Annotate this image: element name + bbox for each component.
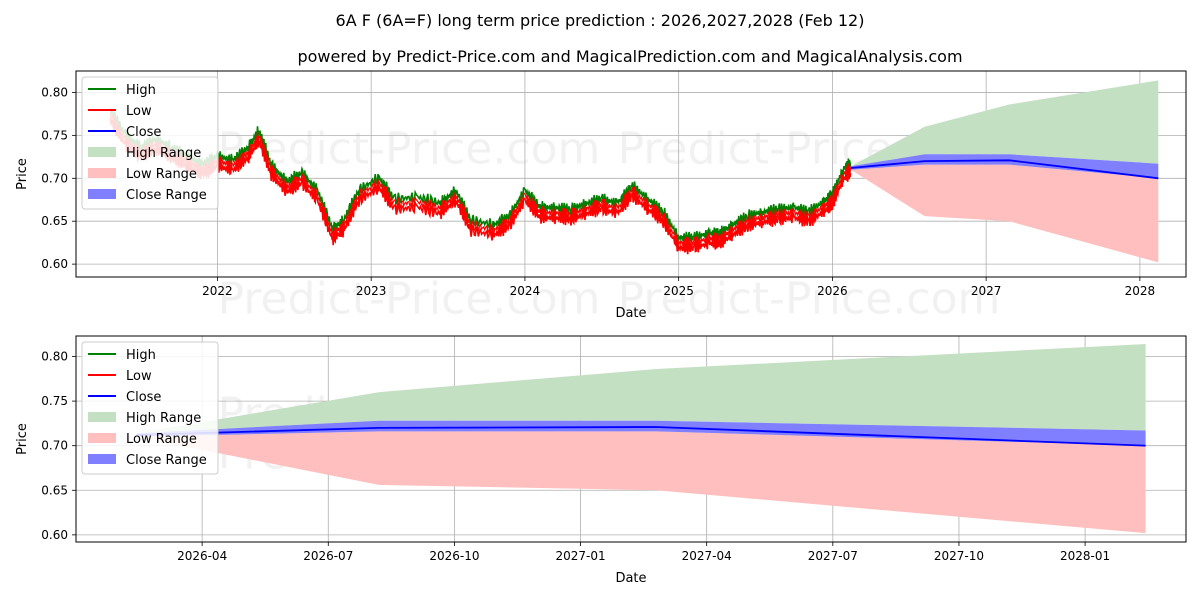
legend-swatch-patch — [88, 189, 116, 199]
x-tick-label: 2027-04 — [682, 549, 732, 563]
chart-subtitle: powered by Predict-Price.com and Magical… — [297, 47, 962, 66]
legend: High Low Close High Range Low Range Close Ran… — [81, 341, 219, 475]
legend-entry-label: Close Range — [126, 188, 207, 203]
plot-frame — [75, 70, 1187, 278]
x-tick-label: 2022 — [202, 284, 233, 298]
y-tick-label: 0.80 — [41, 350, 68, 364]
legend-entry-label: High Range — [126, 411, 201, 426]
legend-entry-label: Low — [126, 369, 152, 384]
high-range-band — [850, 80, 1159, 167]
x-axis-label: Date — [615, 571, 646, 586]
plot-area — [136, 344, 1146, 534]
legend-entry-label: High Range — [126, 146, 201, 161]
close-range-band — [136, 420, 1146, 446]
legend-entry-label: Close — [126, 390, 161, 405]
x-tick-label: 2026-07 — [303, 549, 353, 563]
legend-swatch-patch — [88, 412, 116, 422]
legend-entry-label: Low Range — [126, 167, 197, 182]
close-forecast-line — [850, 159, 1159, 180]
y-tick-label: 0.60 — [41, 257, 68, 271]
y-tick-label: 0.65 — [41, 214, 68, 228]
y-tick-label: 0.70 — [41, 439, 68, 453]
x-tick-label: 2023 — [356, 284, 387, 298]
y-tick-label: 0.75 — [41, 128, 68, 142]
x-tick-label: 2027 — [971, 284, 1002, 298]
y-tick-label: 0.80 — [41, 85, 68, 99]
legend-entry-label: Low — [126, 104, 152, 119]
chart-title: 6A F (6A=F) long term price prediction :… — [336, 11, 865, 30]
x-tick-label: 2026-10 — [429, 549, 479, 563]
low-series-line — [109, 113, 852, 250]
x-tick-label: 2025 — [663, 284, 694, 298]
overview-panel: Predict-Price.com Predict-Price.com Predic… — [15, 70, 1187, 325]
legend-entry-label: High — [126, 83, 156, 98]
legend-swatch-patch — [88, 168, 116, 178]
y-tick-label: 0.65 — [41, 483, 68, 497]
legend-entry-label: Close — [126, 125, 161, 140]
watermark: Predict-Price.com — [218, 274, 601, 325]
legend-swatch-patch — [88, 454, 116, 464]
zoom-panel: Predict-Price.comPredict-Price.comPredic… — [15, 335, 1187, 586]
y-tick-label: 0.70 — [41, 171, 68, 185]
y-axis-label: Price — [15, 158, 30, 190]
legend-entry-label: High — [126, 348, 156, 363]
x-axis-label: Date — [615, 306, 646, 321]
y-axis-label: Price — [15, 423, 30, 455]
x-tick-label: 2027-10 — [934, 549, 984, 563]
x-tick-label: 2027-01 — [555, 549, 605, 563]
high-range-band — [136, 344, 1146, 434]
x-tick-label: 2024 — [510, 284, 541, 298]
legend-entry-label: Low Range — [126, 432, 197, 447]
legend-swatch-patch — [88, 147, 116, 157]
x-tick-label: 2026 — [817, 284, 848, 298]
legend-swatch-patch — [88, 433, 116, 443]
low-range-band — [136, 431, 1146, 534]
watermark: Predict-Price.com — [218, 124, 601, 175]
legend-entry-label: Close Range — [126, 453, 207, 468]
x-tick-label: 2028-01 — [1060, 549, 1110, 563]
plot-area — [109, 80, 1159, 263]
x-tick-label: 2027-07 — [808, 549, 858, 563]
legend: High Low Close High Range Low Range Close Ran… — [81, 76, 219, 210]
x-tick-label: 2026-04 — [177, 549, 227, 563]
plot-frame — [75, 335, 1187, 543]
watermark: Predict-Price.com — [618, 274, 1001, 325]
low-range-band — [850, 164, 1159, 263]
x-tick-label: 2028 — [1125, 284, 1156, 298]
y-tick-label: 0.60 — [41, 528, 68, 542]
y-tick-label: 0.75 — [41, 394, 68, 408]
close-forecast-line — [136, 426, 1146, 447]
